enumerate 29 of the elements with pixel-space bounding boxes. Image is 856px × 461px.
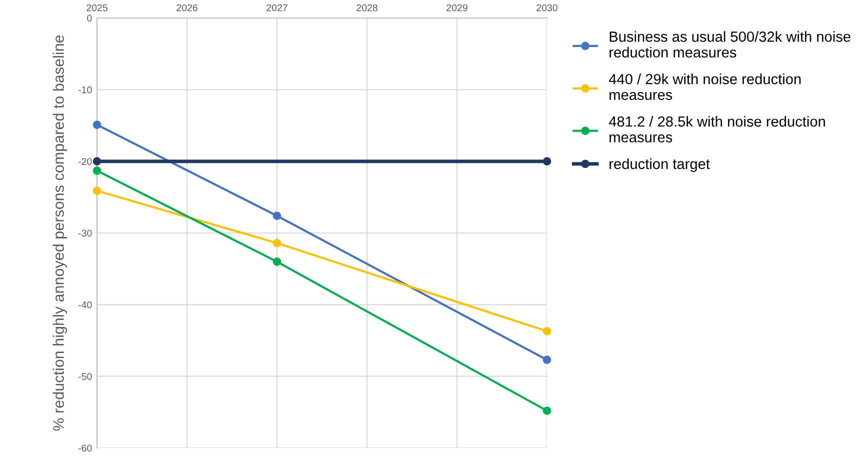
point [542, 356, 552, 364]
x-tick-label: 2030 [536, 4, 558, 12]
y-tick-label: -10 [78, 86, 92, 94]
point [92, 166, 102, 175]
point [92, 186, 102, 195]
point [272, 238, 282, 248]
legend-label: 440 / 29k with noise reduction measures [608, 74, 801, 100]
x-tick-label: 2026 [176, 4, 198, 12]
point [542, 327, 552, 336]
y-tick-label: -30 [78, 230, 92, 237]
y-tick-label: -20 [78, 158, 92, 165]
y-tick-label: -50 [78, 373, 92, 380]
legend-label: reduction target [610, 158, 710, 172]
x-tick-label: 2028 [356, 4, 378, 12]
point [542, 406, 552, 415]
point [272, 258, 282, 266]
legend-label: Business as usual 500/32k with noise reduction measures [610, 31, 850, 58]
legend-label: 481.2 / 28.5k with noise reduction measures [608, 116, 825, 142]
x-tick-label: 2025 [86, 4, 108, 12]
x-tick-label: 2027 [266, 4, 288, 12]
point [272, 212, 282, 220]
point [92, 120, 102, 129]
point [92, 157, 102, 166]
point [542, 157, 552, 166]
y-tick-label: -40 [78, 301, 92, 308]
y-axis-title: % reduction highly annoyed persons compared to baseline [52, 35, 67, 431]
y-tick-label: 0 [87, 14, 92, 22]
y-tick-label: -60 [78, 444, 92, 452]
x-tick-label: 2029 [446, 4, 468, 12]
